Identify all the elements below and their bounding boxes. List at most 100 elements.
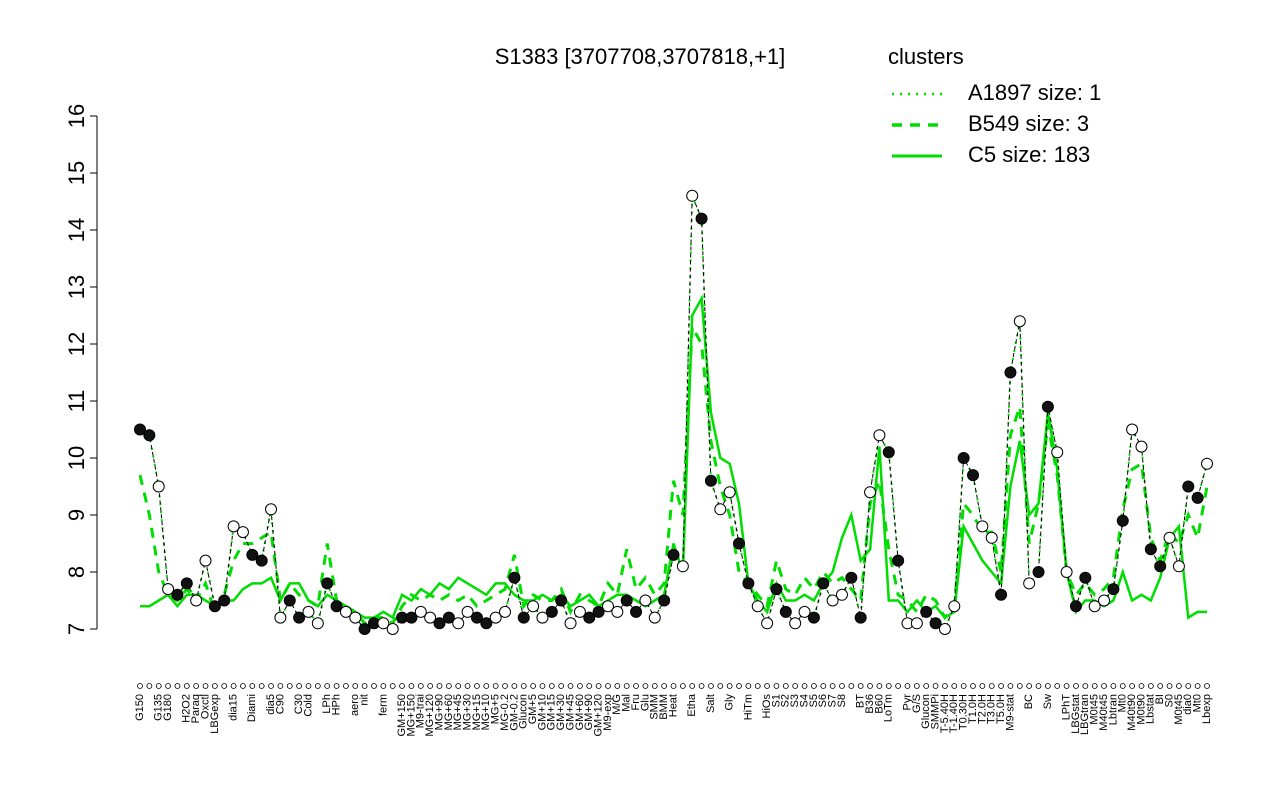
x-tick-label: MG+90 <box>433 694 445 730</box>
x-tick-label: S7 <box>827 694 839 707</box>
point <box>817 577 830 590</box>
x-marker <box>857 683 864 689</box>
point <box>1013 315 1026 328</box>
point <box>573 605 586 618</box>
x-marker <box>745 683 752 689</box>
y-tick-label: 9 <box>64 509 89 521</box>
point <box>976 520 989 533</box>
point <box>227 520 240 533</box>
x-marker <box>708 683 714 689</box>
point <box>1182 480 1195 493</box>
x-marker <box>174 683 181 689</box>
x-tick-label: LoTm <box>883 694 895 722</box>
x-marker <box>764 683 770 689</box>
x-tick-label: Pyr <box>901 694 913 711</box>
x-marker <box>1119 683 1126 689</box>
x-marker <box>801 683 808 689</box>
x-tick-label: S4 <box>798 694 810 707</box>
x-marker <box>782 683 789 689</box>
point <box>236 526 249 539</box>
x-marker <box>520 683 527 689</box>
x-marker <box>595 683 602 689</box>
point <box>321 577 334 590</box>
x-tick-label: LBGtran <box>1079 694 1091 735</box>
point <box>1191 491 1204 504</box>
point <box>517 611 530 624</box>
x-marker <box>623 683 630 689</box>
y-tick-label: 15 <box>64 161 89 185</box>
x-marker <box>820 683 827 689</box>
point <box>1144 543 1157 556</box>
x-marker <box>605 683 611 689</box>
point <box>1154 560 1167 573</box>
point <box>835 588 848 601</box>
point <box>386 623 399 635</box>
x-marker <box>202 683 209 689</box>
point <box>433 617 446 630</box>
x-marker <box>240 683 246 689</box>
point <box>929 617 942 630</box>
x-marker <box>1147 683 1154 689</box>
x-marker <box>333 683 340 689</box>
point <box>807 611 820 624</box>
point <box>854 611 867 624</box>
x-marker <box>455 683 462 689</box>
point <box>274 611 287 624</box>
x-marker <box>642 683 649 689</box>
x-tick-label: S0 <box>1163 694 1175 707</box>
point <box>751 600 764 613</box>
x-tick-label: B60 <box>873 694 885 714</box>
x-tick-label: G/S <box>911 694 923 713</box>
x-marker <box>614 683 621 689</box>
point <box>695 212 708 225</box>
point <box>330 600 343 613</box>
x-marker <box>183 683 190 689</box>
point <box>302 605 315 618</box>
point <box>470 611 483 624</box>
point <box>1088 600 1101 613</box>
point <box>152 480 165 493</box>
x-marker <box>1185 683 1192 689</box>
x-tick-label: Glucon <box>920 694 932 729</box>
x-tick-label: C90 <box>274 694 286 714</box>
point <box>948 600 961 613</box>
point <box>527 600 540 613</box>
x-marker <box>193 683 200 689</box>
x-tick-label: G135 <box>153 694 165 721</box>
x-marker <box>923 683 930 689</box>
x-tick-label: S6 <box>817 694 829 707</box>
x-marker <box>1101 683 1107 689</box>
point <box>1201 457 1213 470</box>
x-marker <box>361 683 368 689</box>
x-tick-label: nit <box>359 694 371 706</box>
x-tick-label: dia5 <box>265 694 277 715</box>
x-marker <box>1035 683 1042 689</box>
x-tick-label: MG+120 <box>424 694 436 737</box>
x-marker <box>352 683 359 689</box>
x-marker <box>483 683 490 689</box>
point <box>199 554 212 567</box>
y-tick-label: 11 <box>64 390 89 413</box>
x-tick-label: GM-0.2 <box>508 694 520 731</box>
x-marker <box>511 683 518 689</box>
x-marker <box>296 683 303 689</box>
x-marker <box>249 683 256 689</box>
x-tick-label: B36 <box>864 694 876 714</box>
point <box>686 189 699 202</box>
x-marker <box>829 683 836 689</box>
y-tick-label: 14 <box>64 218 89 242</box>
x-tick-label: LPh <box>321 694 333 714</box>
x-marker <box>408 683 415 689</box>
x-marker <box>314 683 321 689</box>
x-tick-label: Lbstat <box>1145 694 1157 724</box>
x-tick-label: GM+120 <box>593 694 605 737</box>
x-marker <box>371 683 377 689</box>
point <box>452 617 465 630</box>
point <box>555 594 568 607</box>
x-tick-label: GM+5 <box>527 694 539 724</box>
x-tick-label: MG+60 <box>443 694 455 730</box>
x-tick-label: LBGexp <box>209 694 221 734</box>
point <box>1060 566 1073 578</box>
x-marker <box>155 683 162 689</box>
